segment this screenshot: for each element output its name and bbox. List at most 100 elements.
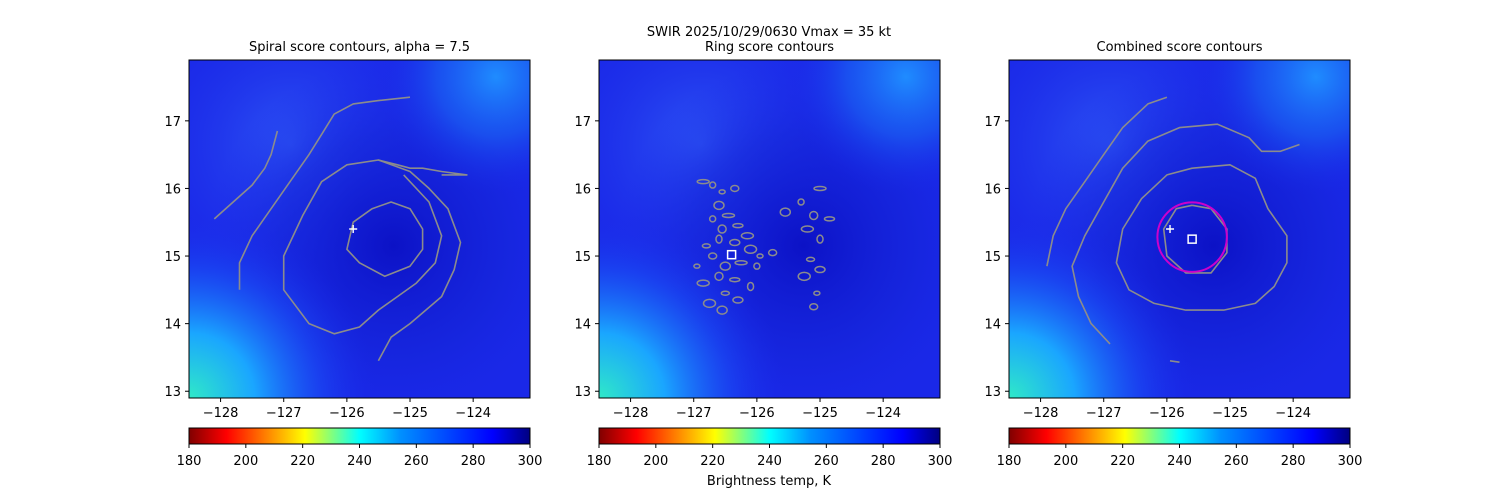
ring-contour (753, 262, 761, 270)
ring-contour (719, 261, 732, 271)
colorbar-tick-label: 280 (871, 454, 896, 469)
ring-contour (800, 225, 815, 233)
y-tick-label: 17 (574, 115, 591, 130)
ring-contour (708, 215, 717, 223)
axes-frame (598, 59, 941, 399)
colorbar-tick-label: 220 (700, 454, 725, 469)
x-tick-label: −128 (613, 406, 649, 421)
colorbar-tick-label: 300 (928, 454, 953, 469)
panel-title: Combined score contours (1097, 40, 1263, 55)
y-tick-label: 16 (984, 182, 1001, 197)
ring-contour (732, 296, 744, 304)
contour-line (1046, 96, 1168, 267)
ring-contour (797, 198, 805, 206)
ring-contour (729, 276, 741, 283)
contour-line (1169, 360, 1180, 363)
x-tick-label: −124 (1275, 406, 1311, 421)
y-tick-label: 15 (574, 250, 591, 265)
figure-suptitle: SWIR 2025/10/29/0630 Vmax = 35 kt (647, 25, 891, 40)
contour-line (238, 96, 411, 290)
cloud-corner (1009, 60, 1350, 398)
colorbar-tick-label: 180 (587, 454, 612, 469)
ring-contour (813, 185, 827, 192)
ring-contour (702, 298, 717, 309)
ring-contour (740, 232, 755, 240)
axes-frame (188, 59, 531, 399)
contour-line (1115, 164, 1288, 311)
ring-contour (813, 290, 821, 296)
ring-contour (734, 260, 748, 266)
contour-line (213, 130, 279, 220)
colorbar-gradient (598, 427, 941, 445)
colorbar-tick-label: 240 (347, 454, 372, 469)
ring-contour (730, 184, 740, 193)
colorbar-tick-label: 280 (461, 454, 486, 469)
ring-contour (707, 252, 718, 260)
contour-line (1162, 204, 1228, 274)
x-tick-label: −128 (203, 406, 239, 421)
ring-center-marker (1187, 234, 1197, 244)
y-tick-label: 15 (984, 250, 1001, 265)
colorbar-tick-label: 220 (290, 454, 315, 469)
ring-contour (808, 302, 819, 311)
panel-3: Combined score contours −128 −127 −126 −125 −… (984, 40, 1362, 469)
ring-contour (808, 210, 819, 221)
y-tick-label: 15 (164, 250, 181, 265)
panels: Spiral score contours, alpha = 7.5 −128 −1… (164, 40, 1362, 469)
y-tick-label: 17 (164, 115, 181, 130)
panel-title: Ring score contours (705, 40, 834, 55)
ring-contour (816, 234, 824, 244)
spiral-center-marker (349, 225, 358, 233)
colorbar-tick-label: 240 (1167, 454, 1192, 469)
colorbar-tick-label: 240 (757, 454, 782, 469)
panel-title: Spiral score contours, alpha = 7.5 (249, 40, 470, 55)
ring-contour (797, 271, 811, 282)
ring-contour (714, 271, 724, 282)
contour-line (378, 159, 468, 176)
colorbar-tick-label: 200 (233, 454, 258, 469)
y-tick-label: 14 (164, 318, 181, 333)
colorbar-tick-label: 260 (1224, 454, 1249, 469)
x-tick-label: −124 (455, 406, 491, 421)
x-tick-label: −126 (1149, 406, 1185, 421)
y-tick-label: 16 (574, 182, 591, 197)
colorbar-gradient (188, 427, 531, 445)
contour-line (1071, 123, 1300, 345)
y-tick-label: 13 (164, 385, 181, 400)
colorbar-tick-label: 280 (1281, 454, 1306, 469)
colorbar: 180 200 220 240 260 280 300 (177, 427, 542, 469)
ring-contour (713, 200, 725, 211)
ring-contour (732, 222, 744, 229)
ring-contour (696, 279, 710, 287)
fitted-circle (1156, 201, 1228, 273)
x-tick-label: −125 (802, 406, 838, 421)
x-tick-label: −126 (329, 406, 365, 421)
cloud-corner (189, 60, 530, 398)
ring-contour (696, 178, 710, 185)
ring-contour (823, 216, 836, 222)
ring-contour (721, 212, 736, 219)
satellite-image (189, 60, 530, 398)
ring-contour (720, 290, 731, 296)
ring-contour (701, 243, 712, 249)
colorbar-tick-label: 180 (997, 454, 1022, 469)
colorbar-tick-label: 180 (177, 454, 202, 469)
panel-2: Ring score contours −128 −127 −126 −125 −124 1… (574, 40, 952, 469)
colorbar: 180 200 220 240 260 280 300 (587, 427, 953, 469)
colorbar-tick-label: 260 (814, 454, 839, 469)
x-tick-label: −127 (676, 406, 712, 421)
ring-contour (716, 305, 728, 315)
ring-center-marker (726, 249, 737, 260)
colorbar-tick-label: 200 (643, 454, 668, 469)
colorbar-gradient (1008, 427, 1351, 445)
ring-contour (767, 248, 778, 257)
ring-contour (693, 263, 701, 269)
contour-line (346, 201, 424, 278)
y-tick-label: 13 (574, 385, 591, 400)
colorbar-tick-label: 200 (1053, 454, 1078, 469)
ring-contour (715, 234, 723, 244)
x-tick-label: −124 (865, 406, 901, 421)
y-tick-label: 16 (164, 182, 181, 197)
colorbar-label: Brightness temp, K (707, 474, 832, 489)
colorbar-tick-label: 260 (404, 454, 429, 469)
